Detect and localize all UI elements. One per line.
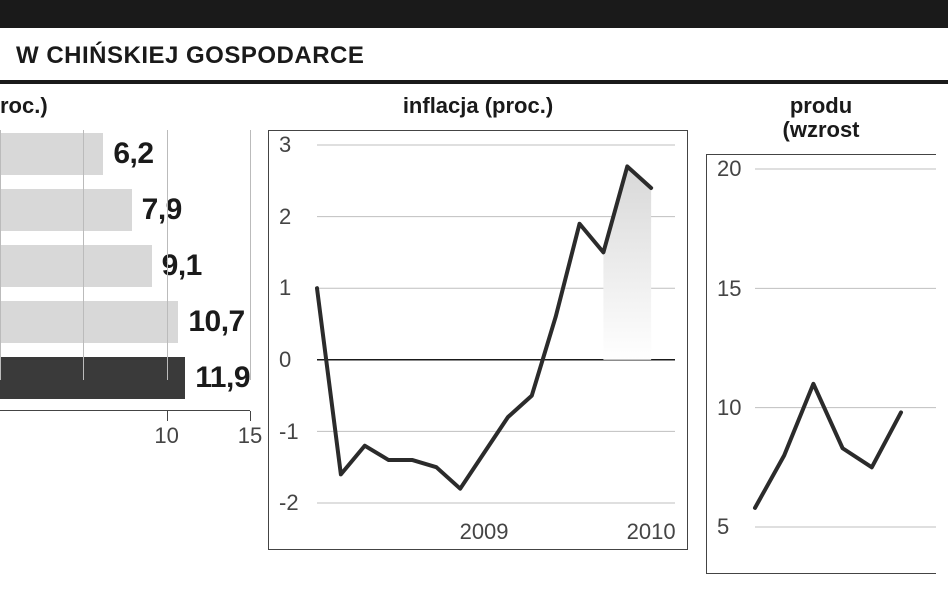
bar-gridline: [167, 130, 168, 380]
bar-rect: [0, 301, 178, 343]
bar-rect: [0, 189, 132, 231]
chart-svg: [707, 155, 936, 574]
y-tick-label: -2: [279, 490, 299, 516]
y-tick-label: 15: [717, 276, 741, 302]
bar-value-label: 6,2: [113, 137, 153, 171]
bar-x-axis: 1015: [0, 410, 250, 463]
panel3-title-line1: produ: [790, 94, 852, 118]
bar-rect: [0, 357, 185, 399]
bar-tick-label: 10: [154, 423, 178, 449]
panel-production: produ (wzrost 5 10 15 20: [706, 94, 936, 574]
panel3-title-line2: (wzrost: [783, 117, 860, 142]
bar-value-label: 10,7: [188, 305, 244, 339]
bar-tick: [167, 411, 168, 421]
bar-row: 9,1: [0, 242, 250, 290]
top-bar: [0, 0, 948, 28]
x-tick-label: 2009: [460, 519, 509, 545]
y-tick-label: 0: [279, 347, 291, 373]
y-tick-label: 10: [717, 395, 741, 421]
y-tick-label: 3: [279, 132, 291, 158]
bar-row: 11,9: [0, 354, 250, 402]
bar-row: 7,9: [0, 186, 250, 234]
header: W CHIŃSKIEJ GOSPODARCE: [0, 28, 948, 84]
bar-tick: [250, 411, 251, 421]
bar-rect: [0, 133, 103, 175]
bar-value-label: 9,1: [162, 249, 202, 283]
bar-gridline: [83, 130, 84, 380]
bar-plot: 6,2 7,9 9,1 10,7 11,9: [0, 130, 250, 402]
chart-panels: roc.) 6,27,99,110,711,9 1015 inflacja (p…: [0, 84, 948, 574]
bar-value-label: 7,9: [142, 193, 182, 227]
bar-value-label: 11,9: [195, 361, 250, 395]
y-tick-label: 2: [279, 204, 291, 230]
y-tick-label: 1: [279, 275, 291, 301]
panel2-title: inflacja (proc.): [268, 94, 688, 118]
bar-tick-label: 15: [238, 423, 262, 449]
production-chart: 5 10 15 20: [706, 154, 936, 574]
panel-gdp-bar: roc.) 6,2 7,9 9,1 10,7 11,9 1015: [0, 94, 250, 463]
bar-gridline: [0, 130, 1, 380]
y-tick-label: 5: [717, 514, 729, 540]
y-tick-label: -1: [279, 419, 299, 445]
y-tick-label: 20: [717, 156, 741, 182]
chart-svg: [269, 131, 689, 551]
inflation-chart: -2 -1 0 1 2 3 2009 2010: [268, 130, 688, 550]
panel1-title: roc.): [0, 94, 250, 118]
bar-gridline: [250, 130, 251, 380]
page-title: W CHIŃSKIEJ GOSPODARCE: [16, 42, 364, 69]
x-tick-label: 2010: [627, 519, 676, 545]
bar-row: 6,2: [0, 130, 250, 178]
bar-chart: 6,2 7,9 9,1 10,7 11,9 1015: [0, 130, 250, 463]
bar-rect: [0, 245, 152, 287]
bar-row: 10,7: [0, 298, 250, 346]
panel3-title: produ (wzrost: [706, 94, 936, 142]
panel-inflation: inflacja (proc.) -2 -1 0 1 2 3 2009 2010: [268, 94, 688, 550]
